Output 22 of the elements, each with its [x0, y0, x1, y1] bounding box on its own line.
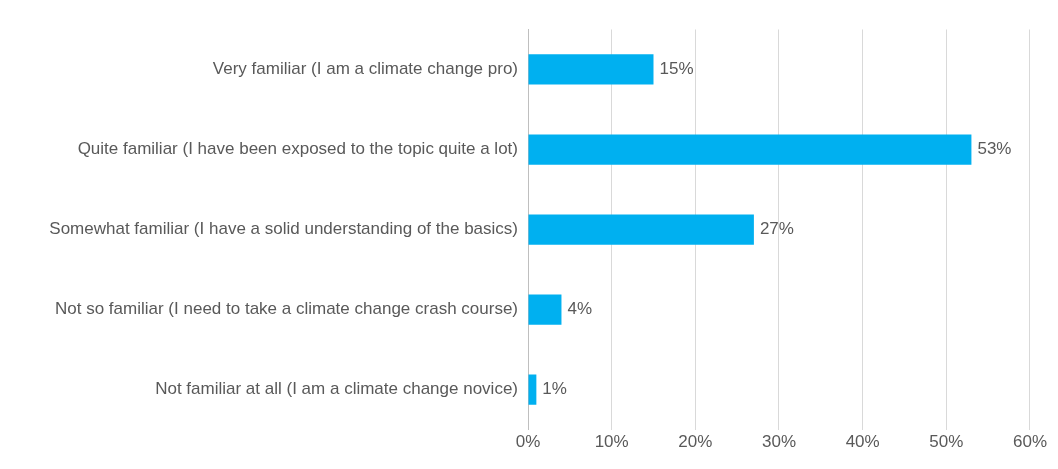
x-tick-label: 10% — [594, 432, 629, 452]
data-label: 4% — [567, 299, 593, 319]
x-tick-label: 40% — [845, 432, 880, 452]
bar — [528, 374, 537, 405]
data-label: 27% — [759, 219, 794, 239]
x-tick-label: 50% — [929, 432, 964, 452]
y-tick-label: Not familiar at all (I am a climate change novice) — [155, 379, 518, 399]
bar — [528, 134, 972, 165]
y-tick-label: Quite familiar (I have been exposed to the topic quite a lot) — [77, 139, 518, 159]
bar — [528, 294, 562, 325]
x-tick-label: 20% — [678, 432, 713, 452]
bar — [528, 54, 654, 85]
y-tick-label: Very familiar (I am a climate change pro) — [212, 59, 518, 79]
bar — [528, 214, 754, 245]
x-tick-label: 30% — [761, 432, 797, 452]
x-tick-label: 0% — [515, 432, 541, 452]
y-tick-label: Somewhat familiar (I have a solid understanding of the basics) — [49, 219, 518, 239]
data-label: 1% — [542, 379, 567, 399]
x-tick-label: 60% — [1012, 432, 1047, 452]
y-tick-label: Not so familiar (I need to take a climate change crash course) — [55, 299, 518, 319]
data-label: 53% — [977, 139, 1012, 159]
data-label: 15% — [659, 59, 694, 79]
